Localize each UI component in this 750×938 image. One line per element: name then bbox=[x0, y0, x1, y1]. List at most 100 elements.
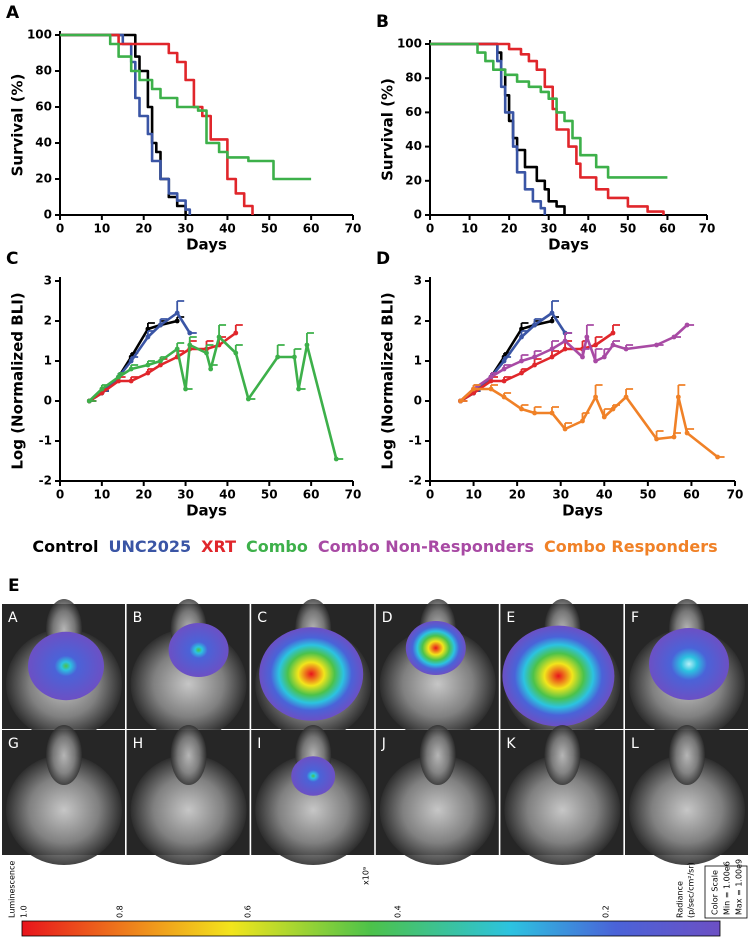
marker bbox=[488, 386, 494, 392]
mouse-body bbox=[629, 755, 745, 865]
marker bbox=[623, 346, 629, 352]
marker bbox=[128, 366, 134, 372]
marker bbox=[187, 342, 193, 348]
image-label: D bbox=[382, 610, 393, 626]
series-line bbox=[88, 331, 237, 403]
x-axis-title: Days bbox=[186, 236, 227, 254]
colorbar-unit: (p/sec/cm²/sr) bbox=[687, 862, 696, 918]
legend-entry: Control bbox=[32, 537, 98, 556]
marker bbox=[471, 386, 476, 392]
marker bbox=[501, 394, 507, 400]
y-tick-label: 100 bbox=[27, 28, 52, 42]
marker bbox=[183, 386, 188, 392]
panel-label: A bbox=[6, 3, 20, 23]
panel-label: C bbox=[6, 249, 18, 269]
y-tick-label: 3 bbox=[44, 274, 52, 288]
colorbar bbox=[21, 920, 721, 937]
x-tick-label: 20 bbox=[135, 222, 152, 236]
x-tick-label: 40 bbox=[580, 222, 597, 236]
marker bbox=[458, 398, 463, 404]
marker bbox=[593, 394, 598, 400]
marker bbox=[684, 430, 690, 436]
marker bbox=[580, 418, 585, 424]
series-line bbox=[60, 33, 187, 215]
bli-signal bbox=[168, 623, 229, 677]
y-tick-label: 100 bbox=[397, 37, 422, 51]
x-axis-title: Days bbox=[186, 502, 227, 520]
marker bbox=[519, 358, 524, 364]
image-label: B bbox=[133, 610, 143, 626]
y-tick-label: 40 bbox=[35, 136, 52, 150]
marker bbox=[549, 318, 555, 324]
y-tick-label: -1 bbox=[409, 434, 422, 448]
series-line bbox=[430, 42, 668, 179]
marker bbox=[116, 374, 121, 380]
y-tick-label: -2 bbox=[39, 474, 52, 488]
marker bbox=[292, 354, 297, 360]
image-label: E bbox=[506, 610, 515, 626]
series-line bbox=[459, 324, 688, 402]
x-tick-label: 60 bbox=[683, 488, 700, 502]
marker bbox=[145, 370, 151, 376]
marker bbox=[532, 410, 537, 416]
marker bbox=[158, 358, 163, 364]
colorbar-tick-label: 0.6 bbox=[244, 905, 253, 918]
series-line bbox=[430, 42, 665, 215]
marker bbox=[174, 310, 180, 316]
x-tick-label: 50 bbox=[261, 222, 278, 236]
image-cell: F bbox=[625, 599, 748, 739]
image-label: F bbox=[631, 610, 639, 626]
bli-signal bbox=[291, 756, 336, 796]
x-tick-label: 70 bbox=[699, 222, 716, 236]
x-tick-label: 70 bbox=[345, 222, 362, 236]
marker bbox=[501, 378, 507, 384]
marker bbox=[501, 358, 507, 364]
panel-label: E bbox=[8, 576, 20, 596]
x-tick-label: 40 bbox=[219, 222, 236, 236]
x-tick-label: 50 bbox=[640, 488, 657, 502]
image-label: A bbox=[8, 610, 18, 626]
y-axis-title: Log (Normalized BLI) bbox=[9, 292, 27, 469]
y-tick-label: 80 bbox=[35, 64, 52, 78]
colorbar-tick-label: 1.0 bbox=[20, 905, 29, 918]
panel-label: B bbox=[376, 12, 389, 32]
image-cell: A bbox=[2, 599, 125, 739]
x-tick-label: 60 bbox=[303, 222, 320, 236]
marker bbox=[99, 386, 105, 392]
y-axis-title: Log (Normalized BLI) bbox=[379, 292, 397, 469]
scale-text: Min = 1.00e6 bbox=[723, 861, 732, 915]
image-cell: I bbox=[251, 725, 375, 865]
y-tick-label: 0 bbox=[414, 394, 422, 408]
y-tick-label: 60 bbox=[405, 105, 422, 119]
x-tick-label: 40 bbox=[596, 488, 613, 502]
image-cell: B bbox=[126, 599, 250, 739]
series-line bbox=[60, 33, 312, 181]
marker bbox=[623, 394, 629, 400]
x-tick-label: 20 bbox=[501, 222, 518, 236]
mouse-body bbox=[379, 755, 496, 865]
x-tick-label: 40 bbox=[219, 488, 236, 502]
legend-entry: XRT bbox=[201, 537, 236, 556]
x-tick-label: 30 bbox=[552, 488, 569, 502]
image-cell: E bbox=[500, 599, 624, 739]
image-cell: J bbox=[375, 725, 499, 865]
marker bbox=[145, 362, 151, 368]
colorbar-multiplier: x10⁹ bbox=[362, 867, 371, 885]
bli-signal bbox=[649, 628, 729, 700]
x-axis-title: Days bbox=[562, 502, 603, 520]
marker bbox=[562, 338, 568, 344]
x-axis-title: Days bbox=[548, 236, 589, 254]
marker bbox=[593, 342, 598, 348]
marker bbox=[158, 362, 163, 368]
colorbar-title: Luminescence bbox=[8, 861, 17, 918]
x-tick-label: 10 bbox=[94, 488, 111, 502]
marker bbox=[208, 366, 214, 372]
marker bbox=[488, 378, 494, 384]
y-tick-label: 1 bbox=[414, 354, 422, 368]
mouse-head bbox=[544, 725, 581, 785]
image-label: J bbox=[381, 736, 386, 752]
marker bbox=[304, 342, 310, 348]
x-tick-label: 20 bbox=[135, 488, 152, 502]
marker bbox=[654, 436, 659, 442]
